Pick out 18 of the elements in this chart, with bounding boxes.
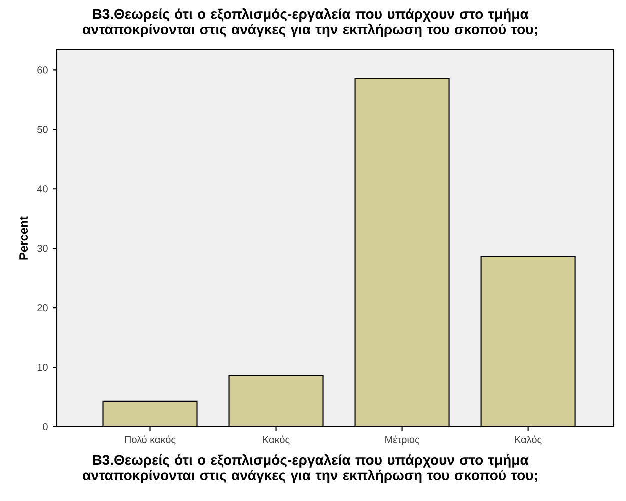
- y-tick-label: 10: [38, 364, 48, 372]
- x-tick-label: Κακός: [263, 436, 290, 445]
- y-tick-label: 0: [43, 423, 48, 431]
- bar: [102, 400, 198, 427]
- y-tick-label: 20: [38, 304, 48, 312]
- y-axis-title: Percent: [20, 216, 28, 260]
- y-tick-label: 40: [37, 186, 48, 193]
- y-tick-label: 60: [38, 66, 48, 74]
- y-tick-label: 30: [38, 245, 48, 252]
- x-axis-title: B3.Θεωρείς ότι ο εξοπλισμός-εργαλεία που υπάρχουν στο τμήμα ανταποκρίνονται στις ανάγκες για την εκπλήρωση του σκοπού του;: [83, 454, 538, 484]
- x-tick-label: Μέτριος: [386, 436, 420, 446]
- bar: [229, 376, 324, 427]
- y-tick-label: 50: [38, 126, 48, 134]
- bar: [480, 256, 576, 427]
- x-tick-label: Πολύ κακός: [125, 436, 176, 445]
- bar: [354, 78, 450, 427]
- x-tick-label: Καλός: [515, 436, 542, 445]
- chart-title: B3.Θεωρείς ότι ο εξοπλισμός-εργαλεία που υπάρχουν στο τμήμα ανταποκρίνονται στις ανάγκες για την εκπλήρωση του σκοπού του;: [83, 8, 538, 38]
